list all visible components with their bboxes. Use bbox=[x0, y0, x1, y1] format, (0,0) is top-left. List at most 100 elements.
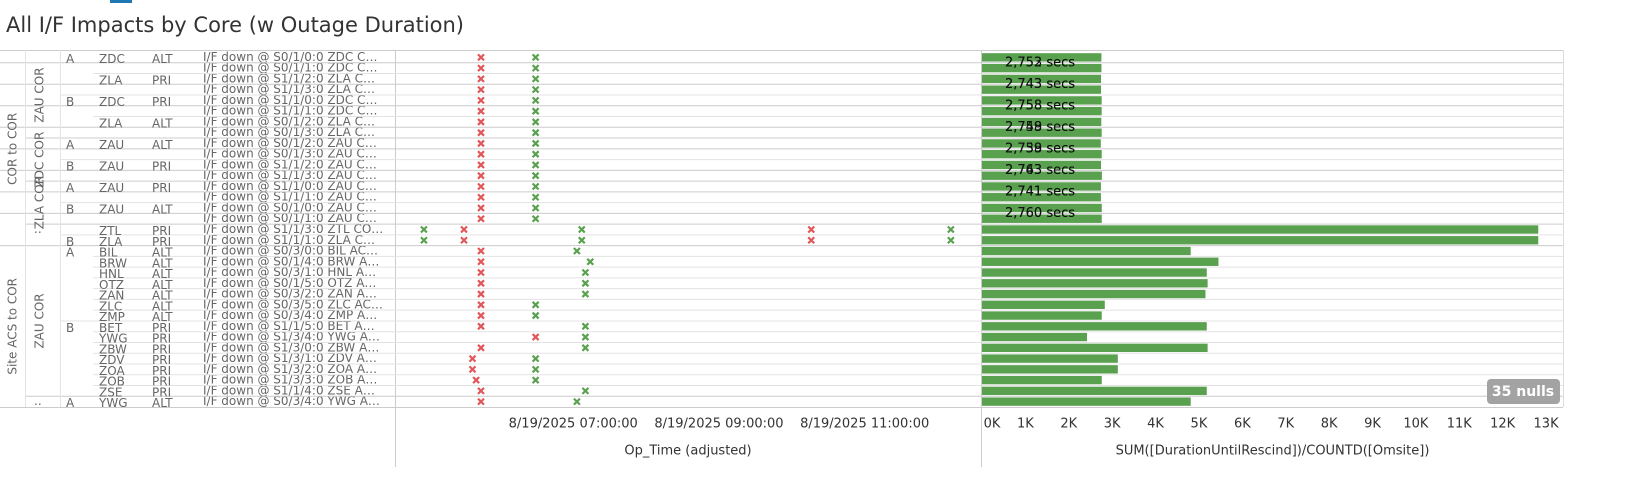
bar bbox=[982, 160, 1102, 170]
bar bbox=[982, 300, 1105, 309]
up-mark bbox=[531, 171, 540, 180]
value-label: 2,741 secs bbox=[1005, 184, 1075, 199]
up-mark bbox=[531, 128, 540, 137]
down-mark bbox=[477, 193, 485, 202]
bar bbox=[982, 386, 1207, 396]
up-mark bbox=[531, 64, 540, 72]
interface-label: I/F down @ S1/1/2:0 ZAU C… bbox=[203, 157, 377, 171]
tab-indicator bbox=[110, 0, 132, 3]
bar bbox=[982, 354, 1118, 363]
down-mark bbox=[468, 354, 477, 363]
down-mark bbox=[531, 333, 540, 341]
bar bbox=[982, 397, 1191, 406]
up-mark bbox=[947, 225, 955, 234]
row-header: ALT bbox=[152, 396, 173, 410]
up-mark bbox=[531, 85, 540, 94]
value-label: 2,743 secs bbox=[1005, 77, 1075, 92]
value-label: 2,752 secs bbox=[1005, 55, 1075, 70]
row-header: ALT bbox=[152, 256, 173, 270]
interface-label: I/F down @ S0/1/2:0 ZAU C… bbox=[203, 136, 377, 150]
row-header: ZSE bbox=[99, 385, 122, 399]
row-header: ZLC bbox=[99, 299, 122, 313]
down-mark bbox=[477, 290, 485, 298]
up-mark bbox=[531, 204, 540, 212]
x-tick-label: 10K bbox=[1403, 417, 1429, 432]
down-mark bbox=[477, 150, 485, 158]
row-header: PRI bbox=[152, 73, 171, 87]
bar bbox=[982, 257, 1219, 266]
row-header: ZTL bbox=[99, 224, 122, 238]
up-mark bbox=[531, 161, 540, 169]
row-header: ZLA bbox=[99, 235, 123, 249]
row-header: PRI bbox=[152, 364, 171, 378]
interface-label: I/F down @ S1/1/1:0 ZDC C… bbox=[203, 104, 377, 118]
value-label: 2,753 secs bbox=[1005, 55, 1075, 70]
x-tick-label: 3K bbox=[1104, 417, 1121, 432]
up-mark bbox=[420, 236, 428, 245]
row-header: ZOA bbox=[99, 364, 125, 378]
bar bbox=[982, 268, 1207, 277]
up-mark bbox=[577, 225, 586, 234]
interface-label: I/F down @ S0/1/5:0 OTZ A… bbox=[203, 276, 376, 290]
up-mark bbox=[573, 247, 581, 255]
x-tick-label: 12K bbox=[1490, 417, 1516, 432]
down-mark bbox=[477, 257, 485, 266]
down-mark bbox=[477, 214, 485, 223]
row-header: PRI bbox=[152, 235, 171, 249]
x-tick-label: 8K bbox=[1321, 417, 1338, 432]
bar bbox=[982, 332, 1088, 342]
up-mark bbox=[531, 354, 540, 363]
row-header: ZAU bbox=[99, 202, 124, 216]
row-header: PRI bbox=[152, 181, 171, 195]
bar bbox=[982, 182, 1101, 191]
interface-label: I/F down @ S0/3/4:0 ZMP A… bbox=[203, 308, 377, 322]
down-mark bbox=[460, 236, 468, 245]
row-header: ALT bbox=[152, 289, 173, 303]
row-header: .. bbox=[34, 394, 42, 408]
bar bbox=[982, 193, 1101, 202]
row-header: PRI bbox=[152, 342, 171, 356]
up-mark bbox=[577, 236, 586, 245]
up-mark bbox=[531, 193, 540, 202]
row-header: ZDV bbox=[99, 353, 125, 367]
up-mark bbox=[531, 118, 540, 126]
row-header: ZLA COR bbox=[33, 176, 47, 229]
value-label: 2,760 secs bbox=[1005, 206, 1075, 221]
down-mark bbox=[807, 236, 816, 245]
row-header: ZAU bbox=[99, 181, 124, 195]
bar bbox=[982, 225, 1539, 234]
row-header: A bbox=[66, 138, 75, 152]
row-header: B bbox=[66, 202, 74, 216]
bar bbox=[982, 246, 1191, 256]
interface-label: I/F down @ S0/1/2:0 ZLA C… bbox=[203, 114, 375, 128]
interface-label: I/F down @ S1/1/5:0 BET A… bbox=[203, 319, 375, 333]
value-label: 2,741 secs bbox=[1005, 184, 1075, 199]
down-mark bbox=[477, 118, 485, 126]
bar bbox=[982, 322, 1207, 331]
row-header: ALT bbox=[152, 310, 173, 324]
down-mark bbox=[460, 225, 468, 234]
interface-label: I/F down @ S1/3/0:0 ZBW A… bbox=[203, 340, 379, 354]
row-header: ZAU COR bbox=[33, 67, 47, 122]
down-mark bbox=[477, 85, 485, 94]
bar bbox=[982, 96, 1102, 105]
down-mark bbox=[477, 322, 485, 331]
x-tick-label: 11K bbox=[1447, 417, 1473, 432]
up-mark bbox=[581, 268, 590, 277]
up-mark bbox=[531, 150, 540, 158]
x-tick-label: 7K bbox=[1277, 417, 1294, 432]
row-header: ZDC bbox=[99, 52, 125, 66]
value-label: 2,758 secs bbox=[1005, 98, 1075, 113]
up-mark bbox=[581, 333, 590, 341]
up-mark bbox=[586, 257, 595, 266]
row-header: ZLA bbox=[99, 116, 123, 130]
interface-label: I/F down @ S1/1/3:0 ZLA C… bbox=[203, 82, 375, 96]
interface-label: I/F down @ S1/1/4:0 ZSE A… bbox=[203, 383, 375, 397]
up-mark bbox=[947, 236, 955, 245]
nulls-label: 35 nulls bbox=[1492, 384, 1554, 400]
down-mark bbox=[477, 128, 485, 137]
interface-label: I/F down @ S0/3/0:0 BIL AC… bbox=[203, 244, 378, 258]
interface-label: I/F down @ S1/1/0:0 ZAU C… bbox=[203, 179, 377, 193]
x-tick-label: 8/19/2025 07:00:00 bbox=[509, 417, 638, 432]
